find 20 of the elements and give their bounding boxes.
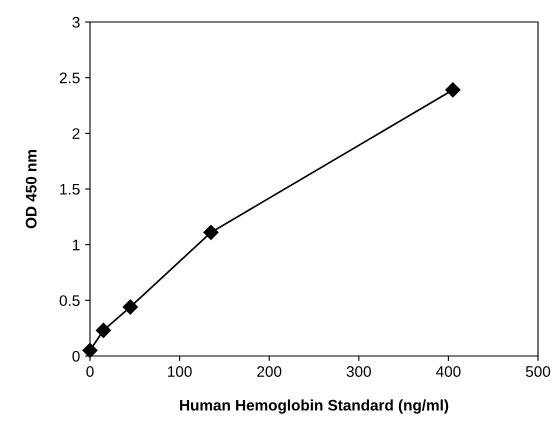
y-tick-label: 0.5 [60, 295, 80, 306]
point [82, 342, 98, 358]
x-tick-label: 400 [436, 366, 461, 377]
y-tick-label: 2.5 [60, 72, 80, 84]
x-tick-label: 300 [346, 366, 371, 377]
x-tick-label: 200 [257, 366, 282, 377]
x-tick-label: 0 [86, 366, 94, 377]
point [203, 224, 219, 240]
y-tick-label: 2 [72, 128, 80, 139]
y-tick-label: 1.5 [60, 184, 80, 195]
y-tick-label: 3 [72, 16, 80, 28]
x-axis-title: Human Hemoglobin Standard (ng/ml) [180, 399, 448, 414]
x-tick-label: 500 [526, 366, 550, 377]
x-tick-label: 100 [168, 366, 192, 377]
point [96, 322, 112, 338]
y-tick-label: 0 [72, 350, 80, 362]
y-axis-title: OD 450 nm [26, 150, 37, 228]
y-tick-label: 1 [72, 240, 80, 250]
point [445, 82, 460, 98]
point [122, 299, 138, 315]
